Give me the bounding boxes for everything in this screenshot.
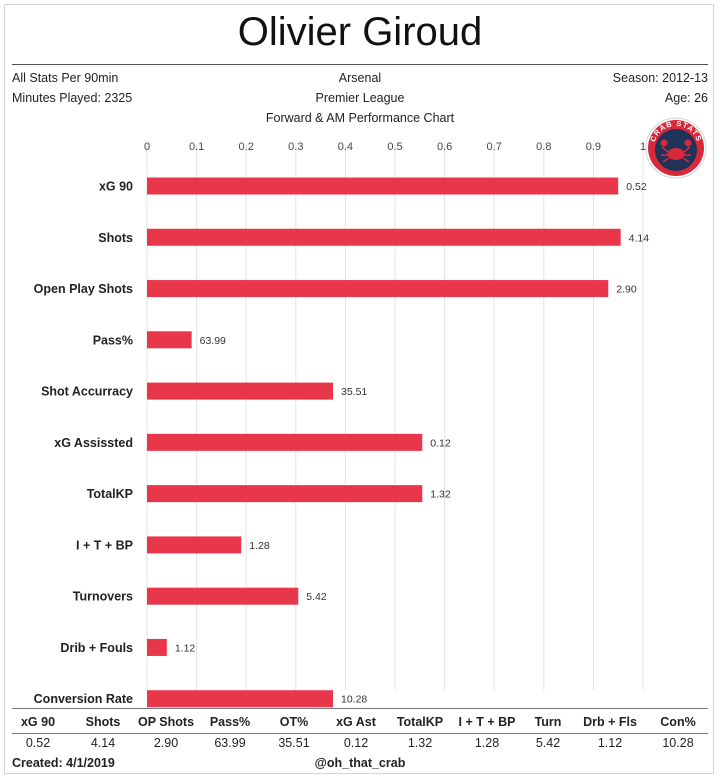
table-header-cell: TotalKP [396, 715, 444, 729]
category-label: I + T + BP [76, 538, 133, 552]
table-top-rule [12, 708, 708, 709]
category-label: TotalKP [87, 487, 133, 501]
bar [147, 485, 423, 503]
table-value-cell: 0.12 [343, 736, 369, 750]
table-mid-rule [12, 733, 708, 734]
header-right: Season: 2012-13 Age: 26 [613, 68, 708, 108]
table-header-cell: xG 90 [20, 715, 56, 729]
data-label: 1.12 [175, 642, 196, 654]
data-label: 0.52 [626, 181, 647, 193]
table-header-cell: I + T + BP [458, 715, 516, 729]
x-tick-label: 0.2 [239, 141, 254, 153]
crab-stats-logo: CRAB STATS [645, 117, 707, 179]
category-label: Shots [98, 231, 133, 245]
bar [147, 382, 333, 400]
data-label: 5.42 [306, 591, 327, 603]
table-value-cell: 35.51 [278, 736, 310, 750]
category-label: Open Play Shots [34, 282, 133, 296]
table-value-cell: 1.28 [474, 736, 500, 750]
created-date: Created: 4/1/2019 [12, 756, 115, 770]
x-tick-label: 0.3 [288, 141, 303, 153]
x-tick-label: 0.6 [437, 141, 452, 153]
x-tick-label: 0.7 [487, 141, 502, 153]
crab-icon [660, 139, 692, 163]
bar [147, 177, 619, 195]
table-value-cell: 0.52 [25, 736, 51, 750]
team-name: Arsenal [338, 71, 382, 85]
stats-table-header: xG 90 Shots OP Shots Pass% OT% xG Ast TotalKP I… [0, 715, 720, 733]
category-label: xG Assissted [54, 436, 133, 450]
category-label: Shot Accurracy [41, 385, 133, 399]
data-label: 1.32 [430, 489, 451, 501]
bar [147, 587, 299, 605]
player-age: Age: 26 [664, 91, 708, 105]
table-header-cell: OP Shots [137, 715, 195, 729]
chart-frame [4, 4, 714, 774]
title-divider [12, 64, 708, 65]
table-value-cell: 1.12 [597, 736, 623, 750]
x-tick-label: 0.4 [338, 141, 353, 153]
x-tick-label: 0.5 [387, 141, 402, 153]
data-label: 1.28 [249, 540, 270, 552]
data-label: 4.14 [629, 232, 650, 244]
table-value-cell: 5.42 [535, 736, 561, 750]
chart-subtitle: Forward & AM Performance Chart [265, 111, 455, 125]
author-handle: @oh_that_crab [314, 756, 406, 770]
bar [147, 280, 609, 298]
table-value-cell: 1.32 [407, 736, 433, 750]
data-label: 63.99 [200, 335, 226, 347]
category-label: Pass% [93, 333, 133, 347]
table-header-cell: Shots [85, 715, 121, 729]
header-left: All Stats Per 90min Minutes Played: 2325 [12, 68, 132, 108]
stats-basis: All Stats Per 90min [12, 71, 119, 85]
data-label: 2.90 [616, 284, 637, 296]
season: Season: 2012-13 [612, 71, 708, 85]
category-label: Drib + Fouls [60, 641, 133, 655]
data-label: 0.12 [430, 437, 451, 449]
x-tick-label: 1 [640, 141, 646, 153]
data-label: 35.51 [341, 386, 367, 398]
minutes-played: Minutes Played: 2325 [12, 91, 133, 105]
category-label: xG 90 [99, 180, 133, 194]
x-tick-label: 0.9 [586, 141, 601, 153]
category-label: Turnovers [73, 590, 133, 604]
x-tick-label: 0.1 [189, 141, 204, 153]
table-value-cell: 10.28 [662, 736, 694, 750]
bar [147, 433, 423, 451]
bar [147, 638, 167, 656]
bar [147, 331, 192, 349]
header-center: Arsenal Premier League Forward & AM Perf… [0, 68, 720, 128]
x-tick-label: 0 [144, 141, 150, 153]
table-value-cell: 4.14 [90, 736, 116, 750]
table-header-cell: OT% [279, 715, 309, 729]
bar [147, 690, 333, 708]
x-tick-label: 0.8 [536, 141, 551, 153]
table-header-cell: xG Ast [336, 715, 376, 729]
category-label: Conversion Rate [34, 692, 133, 706]
table-header-cell: Pass% [209, 715, 251, 729]
page-title: Olivier Giroud [237, 10, 483, 54]
table-header-cell: Drb + Fls [583, 715, 637, 729]
league-name: Premier League [315, 91, 405, 105]
table-header-cell: Con% [660, 715, 696, 729]
data-label: 10.28 [341, 694, 367, 706]
table-value-cell: 2.90 [153, 736, 179, 750]
stats-table-values: 0.52 4.14 2.90 63.99 35.51 0.12 1.32 1.28 5.42 1.… [0, 736, 720, 754]
bar [147, 228, 621, 246]
table-header-cell: Turn [534, 715, 562, 729]
table-value-cell: 63.99 [214, 736, 246, 750]
bar [147, 536, 242, 554]
